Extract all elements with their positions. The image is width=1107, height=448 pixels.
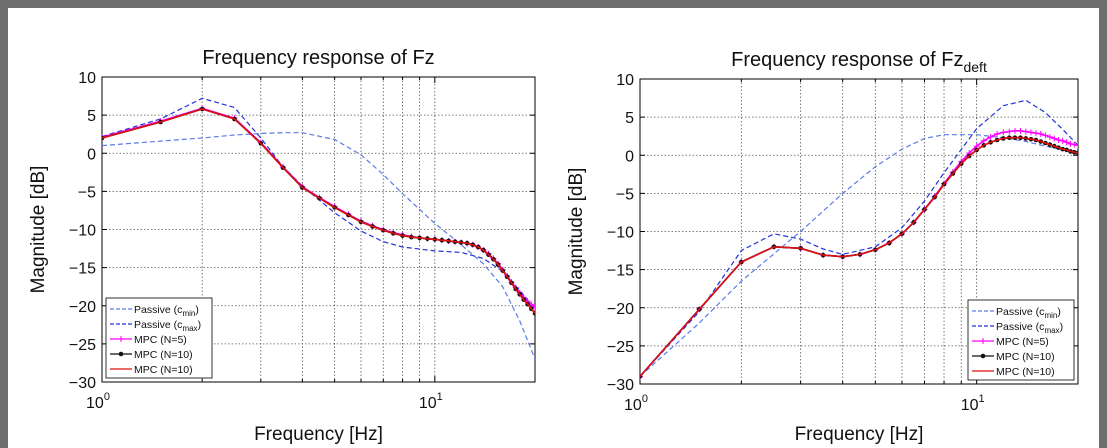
series-line-1	[102, 132, 535, 360]
chart-title: Frequency response of Fzdeft	[731, 49, 987, 75]
y-tick-label: −15	[69, 261, 96, 278]
x-axis-label: Frequency [Hz]	[795, 424, 924, 445]
legend-entry: MPC (N=5)	[134, 334, 187, 346]
data-point-plus	[1067, 140, 1074, 147]
x-tick-label: 100	[624, 393, 648, 414]
data-point-plus	[1012, 127, 1019, 134]
legend-entry: MPC (N=10)	[996, 366, 1055, 378]
data-point-plus	[1071, 141, 1078, 148]
y-tick-label: 10	[78, 70, 96, 87]
legend: Passive (cmin)Passive (cmax)MPC (N=5)MPC…	[967, 299, 1075, 381]
y-tick-label: 5	[87, 108, 96, 125]
y-tick-label: 0	[87, 146, 96, 163]
legend: Passive (cmin)Passive (cmax)MPC (N=5)MPC…	[105, 297, 213, 379]
data-point-plus	[1075, 142, 1078, 149]
y-tick-label: −10	[607, 225, 634, 242]
y-tick-label: −20	[69, 299, 96, 316]
y-tick-label: −25	[69, 337, 96, 354]
data-point-plus	[1032, 130, 1039, 137]
data-point-plus	[987, 133, 994, 140]
series-group	[640, 99, 1078, 380]
legend-entry: MPC (N=5)	[996, 336, 1049, 348]
series-line-2	[640, 99, 1078, 377]
x-tick-label: 101	[419, 391, 443, 412]
legend-marker	[980, 338, 986, 344]
legend-marker	[118, 351, 124, 357]
data-point-plus	[1046, 133, 1053, 140]
series-line-1	[640, 134, 1078, 377]
y-axis-label: Magnitude [dB]	[28, 166, 49, 294]
y-tick-label: −10	[69, 223, 96, 240]
data-point-plus	[1022, 128, 1029, 135]
legend-entry: MPC (N=10)	[996, 351, 1055, 363]
y-tick-label: −30	[69, 375, 96, 392]
legend-box	[967, 299, 1075, 381]
data-point-plus	[1042, 132, 1049, 139]
y-tick-label: −20	[607, 301, 634, 318]
y-axis-label: Magnitude [dB]	[566, 168, 587, 296]
series-line-2	[102, 97, 535, 310]
y-tick-label: 10	[616, 72, 634, 89]
figure-frame: 10 5 0 −5 −10 −15 −20 −25 −30 100 101 Frequency res…	[8, 8, 1099, 448]
data-point-plus	[1063, 139, 1070, 146]
series-line-5	[640, 136, 1078, 377]
legend-marker	[118, 336, 124, 342]
data-point-plus	[1000, 129, 1007, 136]
data-point-plus	[994, 130, 1001, 137]
data-point-plus	[980, 137, 987, 144]
y-tick-label: −30	[607, 377, 634, 394]
legend-marker	[980, 353, 986, 359]
data-point-plus	[1037, 130, 1044, 137]
chart-title: Frequency response of Fz	[202, 47, 434, 69]
y-tick-label: −15	[607, 263, 634, 280]
legend-entry: MPC (N=10)	[134, 349, 193, 361]
series-group	[102, 97, 535, 360]
y-tick-label: 5	[625, 110, 634, 127]
x-tick-label: 100	[86, 391, 110, 412]
data-point-plus	[1027, 129, 1034, 136]
data-point-plus	[1055, 137, 1062, 143]
x-axis-label: Frequency [Hz]	[254, 424, 383, 445]
legend-entry: MPC (N=10)	[134, 364, 193, 376]
data-point-plus	[1051, 135, 1058, 142]
y-tick-label: 0	[625, 148, 634, 165]
y-tick-label: −5	[616, 186, 634, 203]
x-tick-label: 101	[961, 393, 985, 414]
grid-lines	[102, 77, 535, 382]
y-tick-label: −25	[607, 339, 634, 356]
series-line-5	[102, 108, 535, 314]
data-point-plus	[1017, 127, 1024, 134]
data-point-plus	[1059, 137, 1066, 144]
legend-box	[105, 297, 213, 379]
y-tick-label: −5	[78, 184, 96, 201]
data-point-plus	[1006, 128, 1013, 135]
